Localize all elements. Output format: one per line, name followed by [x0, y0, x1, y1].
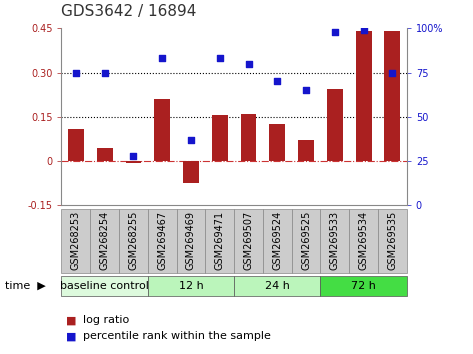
Text: GSM269467: GSM269467	[157, 211, 167, 270]
Text: 12 h: 12 h	[179, 281, 203, 291]
Bar	[298, 141, 314, 161]
Bar	[270, 124, 285, 161]
Text: GSM269507: GSM269507	[244, 211, 254, 270]
Point	[245, 61, 252, 67]
Text: log ratio: log ratio	[83, 315, 129, 325]
Bar	[183, 161, 199, 183]
Bar	[241, 114, 256, 161]
Bar	[385, 31, 400, 161]
Point	[302, 87, 310, 93]
Text: 72 h: 72 h	[351, 281, 376, 291]
Point	[331, 29, 339, 35]
Text: GSM269535: GSM269535	[387, 211, 397, 270]
Bar	[125, 161, 141, 162]
Bar	[154, 99, 170, 161]
Point	[273, 79, 281, 84]
Point	[216, 56, 224, 61]
Bar	[68, 129, 84, 161]
Text: GSM268254: GSM268254	[100, 211, 110, 270]
Text: ■: ■	[66, 331, 77, 341]
Text: time  ▶: time ▶	[5, 281, 45, 291]
Text: GSM269534: GSM269534	[359, 211, 368, 270]
Text: GSM269525: GSM269525	[301, 211, 311, 270]
Point	[130, 153, 137, 159]
Text: percentile rank within the sample: percentile rank within the sample	[83, 331, 271, 341]
Text: GSM269471: GSM269471	[215, 211, 225, 270]
Point	[389, 70, 396, 75]
Point	[101, 70, 108, 75]
Text: GSM269524: GSM269524	[272, 211, 282, 270]
Text: GSM269469: GSM269469	[186, 211, 196, 270]
Point	[360, 27, 368, 33]
Bar	[356, 31, 371, 161]
Text: GSM269533: GSM269533	[330, 211, 340, 270]
Text: GSM268253: GSM268253	[71, 211, 81, 270]
Bar	[97, 148, 113, 161]
Bar	[212, 115, 228, 161]
Point	[72, 70, 79, 75]
Text: ■: ■	[66, 315, 77, 325]
Bar	[327, 89, 343, 161]
Point	[158, 56, 166, 61]
Text: baseline control: baseline control	[60, 281, 149, 291]
Text: GSM268255: GSM268255	[129, 211, 139, 270]
Text: 24 h: 24 h	[265, 281, 290, 291]
Point	[187, 137, 195, 143]
Text: GDS3642 / 16894: GDS3642 / 16894	[61, 5, 197, 19]
